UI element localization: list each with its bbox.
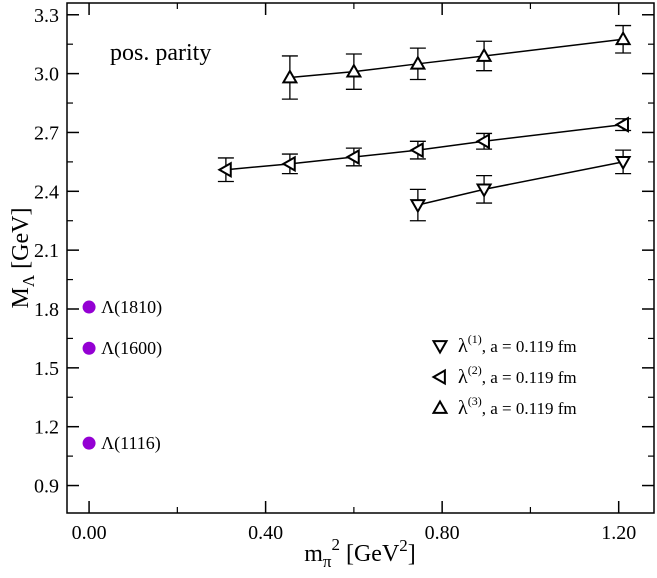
data-point-marker xyxy=(409,199,427,214)
data-point-marker xyxy=(475,47,493,62)
data-point-marker xyxy=(345,148,360,166)
y-tick-labels: 0.9 1.2 1.5 1.8 2.1 2.4 2.7 3.0 3.3 xyxy=(34,5,59,498)
x-axis-sub: π xyxy=(323,552,332,571)
legend-label: λ(3), a = 0.119 fm xyxy=(458,394,577,419)
y-tick-label: 0.9 xyxy=(34,476,59,498)
legend-marker xyxy=(431,368,446,386)
x-tick-label: 1.20 xyxy=(601,522,636,544)
exp-point-label: Λ(1810) xyxy=(101,297,162,318)
exp-point xyxy=(82,341,96,355)
y-tick-label: 3.3 xyxy=(34,5,59,27)
x-axis-base: m xyxy=(304,541,323,567)
series-3 xyxy=(281,24,632,100)
series-line xyxy=(289,38,624,79)
legend-marker xyxy=(431,340,449,355)
data-point-marker xyxy=(614,30,632,46)
y-axis-unit: [GeV] xyxy=(8,208,34,275)
x-axis-title: mπ2 [GeV2] xyxy=(304,535,416,571)
y-axis-sub: Λ xyxy=(19,274,38,287)
series-line xyxy=(225,123,624,171)
y-tick-label: 2.7 xyxy=(34,122,59,144)
legend-entry-1: λ(1), a = 0.119 fm xyxy=(431,332,577,357)
exp-point-label: Λ(1600) xyxy=(101,338,162,359)
series-layer xyxy=(217,24,632,222)
exp-point xyxy=(82,300,96,314)
y-tick-label: 2.4 xyxy=(34,181,59,203)
y-axis-title: MΛ [GeV] xyxy=(8,208,38,309)
x-axis-unit-sup: 2 xyxy=(399,536,408,555)
data-point-marker xyxy=(281,155,296,173)
data-point-marker xyxy=(475,133,490,150)
annotation-pos-parity: pos. parity xyxy=(110,40,211,66)
series-2 xyxy=(217,116,632,183)
y-tick-label: 1.8 xyxy=(34,299,59,321)
series-1 xyxy=(409,149,632,222)
x-tick-label: 0.40 xyxy=(248,522,283,544)
y-tick-label: 1.2 xyxy=(34,417,59,439)
data-point-marker xyxy=(217,161,232,178)
y-tick-label: 1.5 xyxy=(34,358,59,380)
data-point-marker xyxy=(345,63,363,78)
experimental-points: Λ(1810) Λ(1600) Λ(1116) xyxy=(82,297,162,454)
legend-marker xyxy=(431,399,449,414)
series-line xyxy=(417,161,624,206)
data-point-marker xyxy=(614,156,632,171)
axis-ticks xyxy=(67,3,654,513)
legend-label: λ(2), a = 0.119 fm xyxy=(458,363,577,388)
x-axis-sup: 2 xyxy=(331,535,340,554)
data-point-marker xyxy=(409,141,424,159)
legend-entry-3: λ(3), a = 0.119 fm xyxy=(431,394,577,419)
data-point-marker xyxy=(614,116,629,133)
legend-entry-2: λ(2), a = 0.119 fm xyxy=(431,363,577,388)
exp-point xyxy=(82,436,96,450)
x-tick-label: 0.00 xyxy=(72,522,107,544)
x-tick-labels: 0.00 0.40 0.80 1.20 xyxy=(72,522,637,544)
x-tick-label: 0.80 xyxy=(425,522,460,544)
plot-frame xyxy=(66,2,655,514)
x-axis-unit-open: [GeV xyxy=(340,541,400,567)
exp-point-label: Λ(1116) xyxy=(101,433,161,454)
data-point-marker xyxy=(475,183,493,198)
y-tick-label: 2.1 xyxy=(34,240,59,262)
x-axis-unit-close: ] xyxy=(408,541,416,567)
legend-label: λ(1), a = 0.119 fm xyxy=(458,332,577,357)
data-point-marker xyxy=(409,55,427,70)
data-point-marker xyxy=(281,69,299,84)
legend: λ(1), a = 0.119 fm λ(2), a = 0.119 fm λ(3)… xyxy=(431,332,577,419)
y-tick-label: 3.0 xyxy=(34,64,59,86)
y-axis-base: M xyxy=(8,287,34,308)
